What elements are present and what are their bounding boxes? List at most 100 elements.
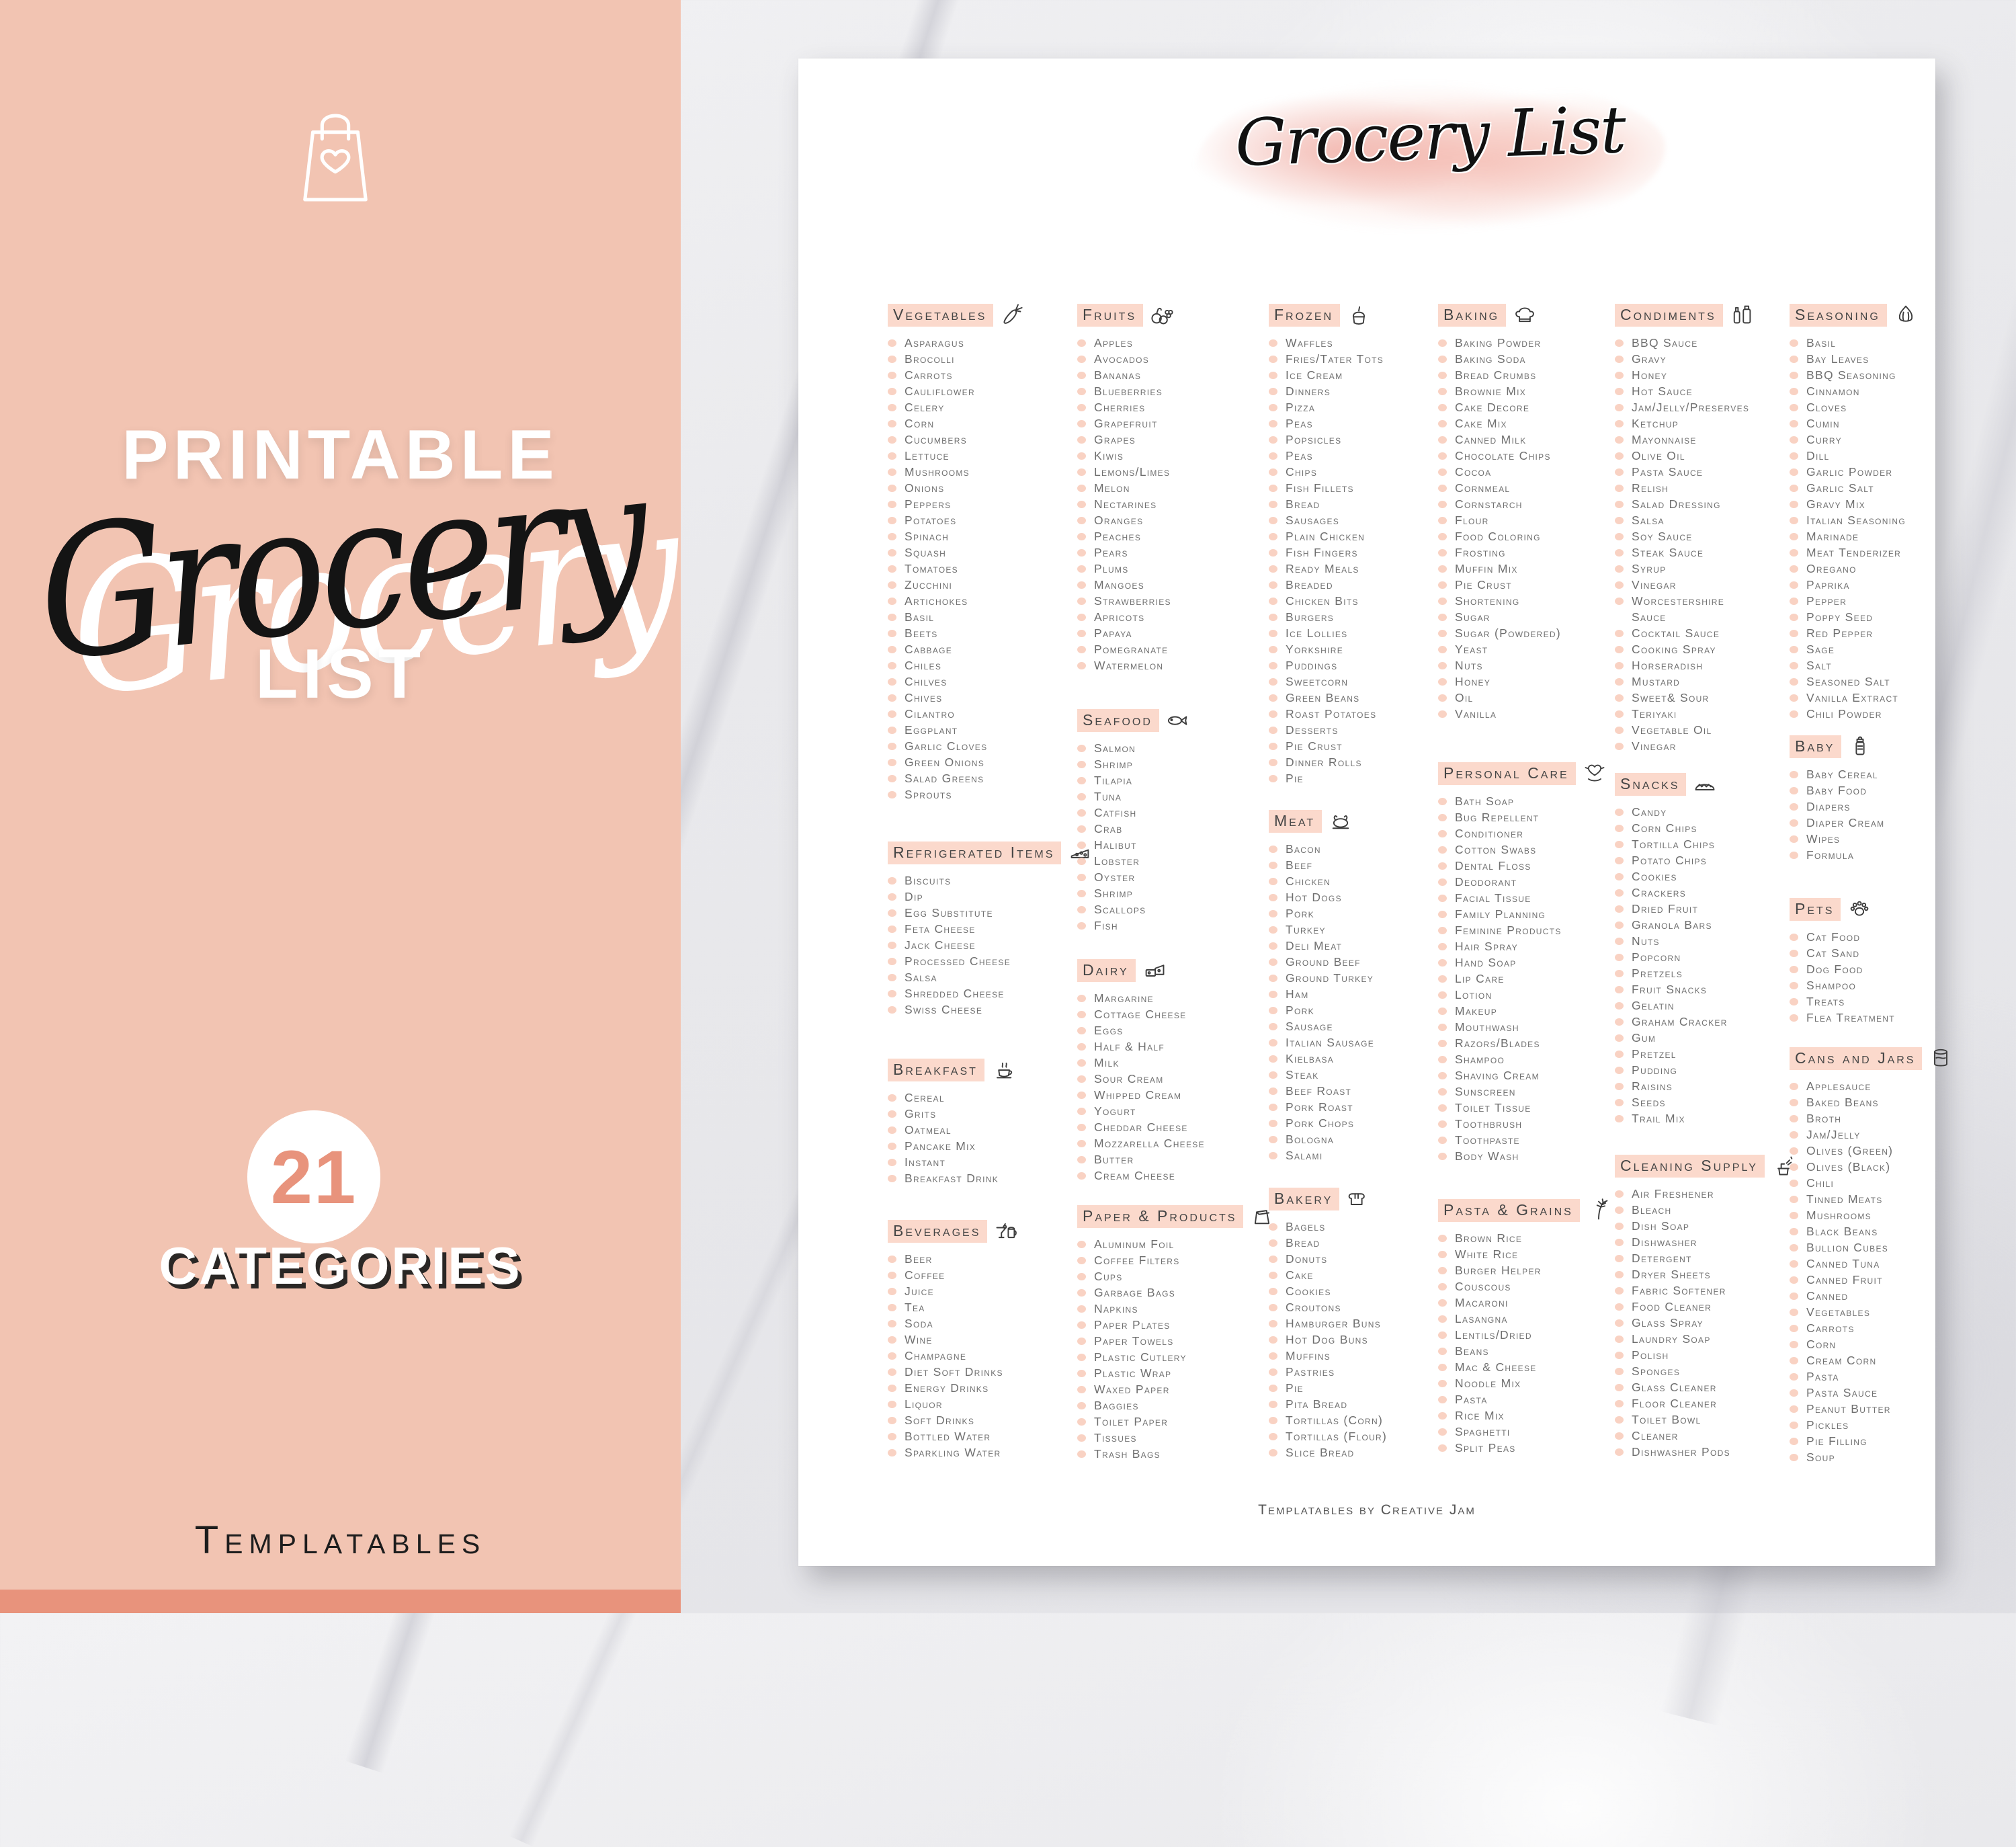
item-row: Dish Soap (1615, 1218, 1796, 1234)
item-dot (1790, 339, 1798, 347)
item-dot (1438, 958, 1447, 967)
item-row: Slice Bread (1269, 1444, 1387, 1461)
item-label: Baked Beans (1806, 1095, 1879, 1109)
item-dot (1438, 1104, 1447, 1112)
item-dot (1790, 516, 1798, 524)
item-row: Chips (1269, 464, 1384, 480)
item-dot (1438, 661, 1447, 669)
item-row: Salsa (1615, 512, 1754, 528)
item-label: Cornstarch (1455, 497, 1523, 511)
item-label: Shortening (1455, 593, 1520, 608)
item-row: Baking Soda (1438, 351, 1561, 367)
item-label: Yogurt (1094, 1104, 1136, 1118)
item-label: Granola Bars (1632, 917, 1712, 932)
item-row: Razors/Blades (1438, 1035, 1607, 1051)
item-row: Soup (1790, 1449, 1953, 1465)
item-row: Cinnamon (1790, 383, 1918, 399)
item-label: Lip Care (1455, 971, 1505, 985)
item-dot (1615, 661, 1624, 669)
item-dot (1269, 484, 1277, 492)
item-dot (1615, 808, 1624, 816)
item-dot (1077, 1107, 1086, 1115)
category-header: Pasta & Grains (1438, 1199, 1580, 1222)
item-row: Cooking Spray (1615, 641, 1754, 657)
item-label: Pasta (1806, 1369, 1839, 1383)
item-row: Body Wash (1438, 1148, 1607, 1164)
item-label: Bread Crumbs (1455, 368, 1537, 382)
item-dot (1615, 1335, 1624, 1343)
item-label: Cauliflower (905, 384, 975, 398)
item-dot (1077, 1172, 1086, 1180)
item-dot (1615, 1351, 1624, 1359)
item-label: Dill (1806, 448, 1830, 462)
item-label: Oranges (1094, 513, 1144, 527)
item-row: Artichokes (888, 593, 1024, 609)
item-label: Ready Meals (1286, 561, 1359, 575)
item-dot (1269, 742, 1277, 750)
paper-bag-icon (1255, 1210, 1270, 1225)
item-dot (1077, 516, 1086, 524)
item-label: Flour (1455, 513, 1489, 527)
item-dot (888, 678, 896, 686)
item-label: Cat Sand (1806, 946, 1860, 960)
item-row: Honey (1615, 367, 1754, 383)
item-dot (1438, 942, 1447, 950)
item-dot (888, 565, 896, 573)
item-row: Dip (888, 889, 1092, 905)
item-row: Cookies (1615, 868, 1728, 885)
item-label: Sugar (1455, 610, 1490, 624)
item-row: Sausages (1269, 512, 1384, 528)
item-label: Tinned Meats (1806, 1192, 1883, 1206)
item-dot (1615, 484, 1624, 492)
item-dot (888, 1336, 896, 1344)
item-dot (1269, 726, 1277, 734)
item-label: Floor Cleaner (1632, 1396, 1718, 1410)
item-row: Pasta Sauce (1790, 1385, 1953, 1401)
item-label: Glass Spray (1632, 1315, 1704, 1329)
item-row: Beans (1438, 1343, 1611, 1359)
item-row: Gelatin (1615, 997, 1728, 1014)
item-row: Puddings (1269, 657, 1384, 673)
item-label: Italian Seasoning (1806, 513, 1906, 527)
item-row: Turkey (1269, 921, 1374, 938)
item-row: Bologna (1269, 1131, 1374, 1147)
item-row: Cream Cheese (1077, 1167, 1205, 1184)
item-dot (888, 726, 896, 734)
category-section: Baby Baby Cereal Baby Food Diapers Diaper Cr… (1790, 734, 1884, 863)
item-dot (1438, 387, 1447, 395)
item-row: Brownie Mix (1438, 383, 1561, 399)
promo-title-top: PRINTABLE (122, 416, 559, 494)
item-dot (1615, 403, 1624, 411)
item-row: Napkins (1077, 1301, 1274, 1317)
item-label: Beans (1455, 1344, 1489, 1358)
item-row: Diet Soft Drinks (888, 1364, 1018, 1380)
can-icon (1934, 1049, 1948, 1067)
item-row: Trail Mix (1615, 1110, 1728, 1126)
item-row: Beer (888, 1251, 1018, 1267)
item-row: Basil (888, 609, 1024, 625)
item-label: Strawberries (1094, 593, 1171, 608)
item-label: Ground Beef (1286, 954, 1361, 969)
item-row: Cilantro (888, 706, 1024, 722)
item-dot (1077, 1353, 1086, 1361)
item-label: Worcestershire (1632, 593, 1725, 608)
item-row: Fish Fingers (1269, 544, 1384, 561)
item-row: Oranges (1077, 512, 1174, 528)
category-items: Basil Bay Leaves BBQ Seasoning Cinnamon Clov… (1790, 335, 1918, 722)
item-row: Pasta (1790, 1368, 1953, 1385)
item-label: Popcorn (1632, 950, 1681, 964)
category-header: Personal Care (1438, 762, 1576, 785)
item-row: Sauce (1615, 609, 1754, 625)
item-label: Carrots (905, 368, 953, 382)
item-label: Potato Chips (1632, 853, 1708, 867)
item-label: Chiles (905, 658, 942, 672)
item-row: Cat Food (1790, 929, 1895, 945)
item-label: Hot Dogs (1286, 890, 1342, 904)
item-row: Rice Mix (1438, 1407, 1611, 1424)
item-dot (1790, 1260, 1798, 1268)
item-dot (888, 452, 896, 460)
item-row: Yeast (1438, 641, 1561, 657)
item-row: Kiwis (1077, 448, 1174, 464)
item-row: Cherries (1077, 399, 1174, 415)
item-label: Brown Rice (1455, 1231, 1523, 1245)
